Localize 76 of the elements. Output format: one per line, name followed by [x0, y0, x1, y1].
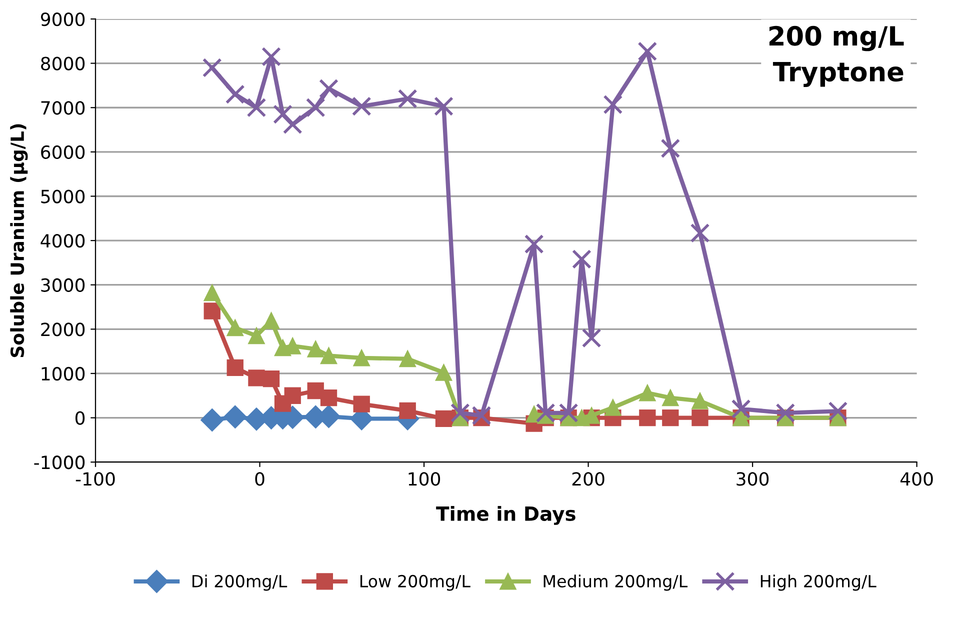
x-tick-label: 200 [572, 472, 604, 486]
point [226, 359, 244, 376]
point [262, 370, 280, 388]
point [603, 94, 623, 114]
point [828, 401, 848, 421]
point [262, 312, 280, 330]
point [353, 396, 370, 412]
point [472, 406, 492, 426]
point [202, 58, 222, 78]
y-tick-label: 2000 [41, 322, 85, 336]
point [320, 347, 338, 364]
point [660, 138, 680, 158]
point [572, 249, 592, 269]
point [200, 408, 224, 432]
x-tick-label: 300 [736, 472, 769, 486]
point [776, 403, 796, 423]
point [319, 78, 338, 98]
y-tick-label: 3000 [41, 278, 85, 292]
point [536, 403, 556, 423]
point [524, 234, 544, 254]
point [398, 89, 418, 108]
point [662, 390, 679, 406]
point [662, 409, 679, 426]
legend-label: Medium 200mg/L [544, 574, 688, 591]
point [638, 42, 658, 62]
y-tick-label: 8000 [41, 56, 85, 70]
point [246, 98, 266, 118]
point [399, 402, 416, 420]
point [352, 96, 372, 116]
point [284, 387, 301, 404]
point [399, 350, 416, 368]
point [731, 399, 751, 419]
point [282, 114, 302, 134]
point [306, 98, 326, 118]
x-tick-label: 100 [408, 472, 440, 486]
y-tick-label: 4000 [40, 234, 85, 248]
point [450, 403, 470, 423]
point [248, 327, 265, 344]
x-tick-label: 0 [255, 472, 264, 486]
legend-label: Low 200mg/L [360, 574, 470, 591]
x-tick-label: 400 [900, 472, 933, 486]
point [262, 46, 281, 66]
y-tick-label: 6000 [41, 145, 85, 160]
legend-label: Di 200mg/L [192, 574, 288, 591]
point [225, 84, 245, 104]
point [353, 350, 370, 366]
point [248, 370, 265, 386]
x-axis-title: Time in Days [436, 506, 576, 525]
y-axis-title: Soluble Uranium (µg/L) [10, 124, 28, 358]
point [204, 302, 220, 320]
y-tick-label: 7000 [41, 101, 85, 115]
y-tick-label: 5000 [41, 190, 85, 204]
y-tick-label: 9000 [40, 12, 85, 26]
point [692, 409, 708, 426]
legend-label: High 200mg/L [760, 574, 876, 591]
point [307, 340, 324, 358]
point [690, 223, 710, 243]
y-tick-label: 1000 [42, 366, 85, 381]
y-tick-label: 0 [75, 411, 85, 425]
point [226, 319, 244, 336]
point [224, 405, 247, 428]
point [582, 328, 602, 348]
point [434, 96, 454, 116]
point [558, 403, 578, 423]
point [273, 104, 292, 124]
x-tick-label: -100 [76, 472, 115, 486]
point [692, 392, 708, 410]
annotation: 200 mg/L Tryptone [769, 26, 904, 87]
point [320, 390, 338, 406]
point [639, 409, 656, 426]
y-tick-label: -1000 [34, 456, 85, 470]
point [204, 284, 220, 302]
point [604, 399, 622, 416]
point [435, 410, 452, 427]
point [639, 384, 656, 402]
point [435, 364, 452, 381]
